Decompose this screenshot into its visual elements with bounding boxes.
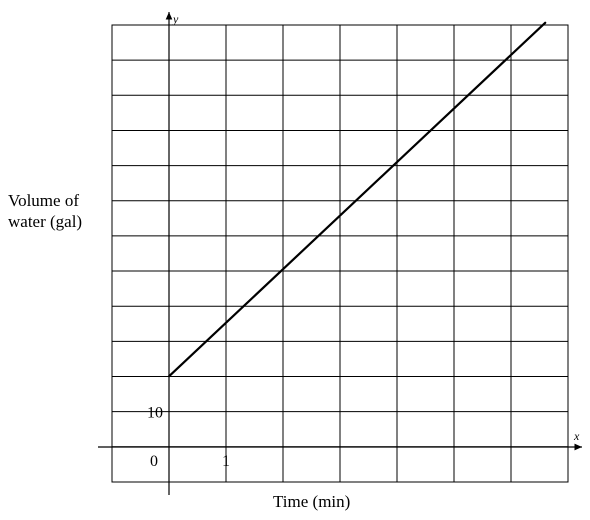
y-axis-label: Volume of water (gal) <box>8 191 83 231</box>
series <box>167 21 547 378</box>
origin-label: 0 <box>150 453 158 470</box>
tick-labels: 1 10 0 <box>147 405 230 470</box>
x-axis-letter: x <box>573 429 580 443</box>
y-tick-label: 10 <box>147 405 163 422</box>
x-axis-label: Time (min) <box>273 492 351 511</box>
x-tick-label: 1 <box>222 453 230 470</box>
y-axis-letter: y <box>172 12 179 26</box>
series-line <box>167 21 547 378</box>
axes: xy <box>98 12 582 495</box>
grid <box>111 24 569 483</box>
